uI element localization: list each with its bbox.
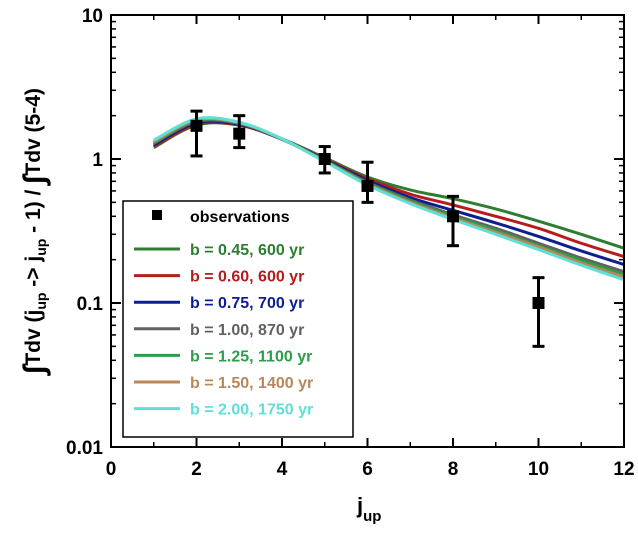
x-tick-label: 4	[277, 459, 288, 480]
legend-label-2: b = 0.60, 600 yr	[190, 269, 304, 286]
observation-point	[447, 210, 459, 223]
observation-point	[532, 297, 545, 309]
x-tick-label: 0	[106, 459, 117, 480]
y-tick-label: 1	[92, 150, 103, 171]
legend: observations b = 0.45, 600 yr b = 0.60, 6…	[122, 200, 354, 438]
y-axis-label-integral-2: ∫	[18, 173, 51, 186]
y-tick-label: 10	[82, 6, 103, 27]
observation-point	[190, 119, 203, 132]
y-tick-labels: 0.01 0.1 1 10	[66, 6, 103, 459]
x-axis-label-main: j	[356, 493, 363, 518]
y-axis-label-integral-1: ∫	[18, 363, 51, 376]
x-tick-label: 8	[448, 459, 459, 480]
legend-label-4: b = 1.00, 870 yr	[190, 322, 304, 339]
y-axis-label-part-4: Tdv (5-4)	[22, 88, 45, 176]
legend-label-5: b = 1.25, 1100 yr	[190, 348, 312, 365]
observation-point	[233, 127, 246, 140]
y-tick-label: 0.01	[66, 438, 103, 459]
y-axis-label-sub-1: up	[33, 293, 49, 310]
observation-point	[361, 179, 374, 192]
y-tick-label: 0.1	[77, 294, 104, 315]
y-axis-label-sub-2: up	[33, 239, 49, 256]
y-axis-label: ∫Tdv (jup -> jup - 1) / ∫Tdv (5-4)	[18, 88, 51, 376]
y-axis-label-part-1: Tdv (j	[22, 310, 45, 366]
y-axis-label-part-3: - 1) /	[22, 184, 45, 239]
legend-box	[122, 200, 354, 438]
observations-layer	[190, 109, 545, 348]
legend-label-7: b = 2.00, 1750 yr	[190, 402, 313, 419]
observation-point	[318, 153, 331, 165]
x-tick-label: 2	[191, 459, 202, 480]
legend-observations-label: observations	[190, 209, 290, 226]
x-tick-label: 6	[362, 459, 373, 480]
x-tick-labels: 0 2 4 6 8 10 12	[106, 459, 635, 480]
plot-frame	[110, 14, 625, 448]
series-line-7	[153, 116, 624, 282]
legend-label-1: b = 0.45, 600 yr	[190, 242, 304, 259]
x-axis-label: jup	[356, 493, 381, 525]
x-axis-label-sub: up	[363, 508, 381, 525]
legend-label-6: b = 1.50, 1400 yr	[190, 375, 313, 392]
x-tick-label: 10	[528, 459, 549, 480]
y-axis-label-part-2: -> j	[22, 256, 45, 293]
x-tick-label: 12	[613, 459, 634, 480]
legend-observations-marker	[152, 210, 162, 220]
legend-label-3: b = 0.75, 700 yr	[190, 295, 304, 312]
series-lines	[153, 116, 624, 282]
